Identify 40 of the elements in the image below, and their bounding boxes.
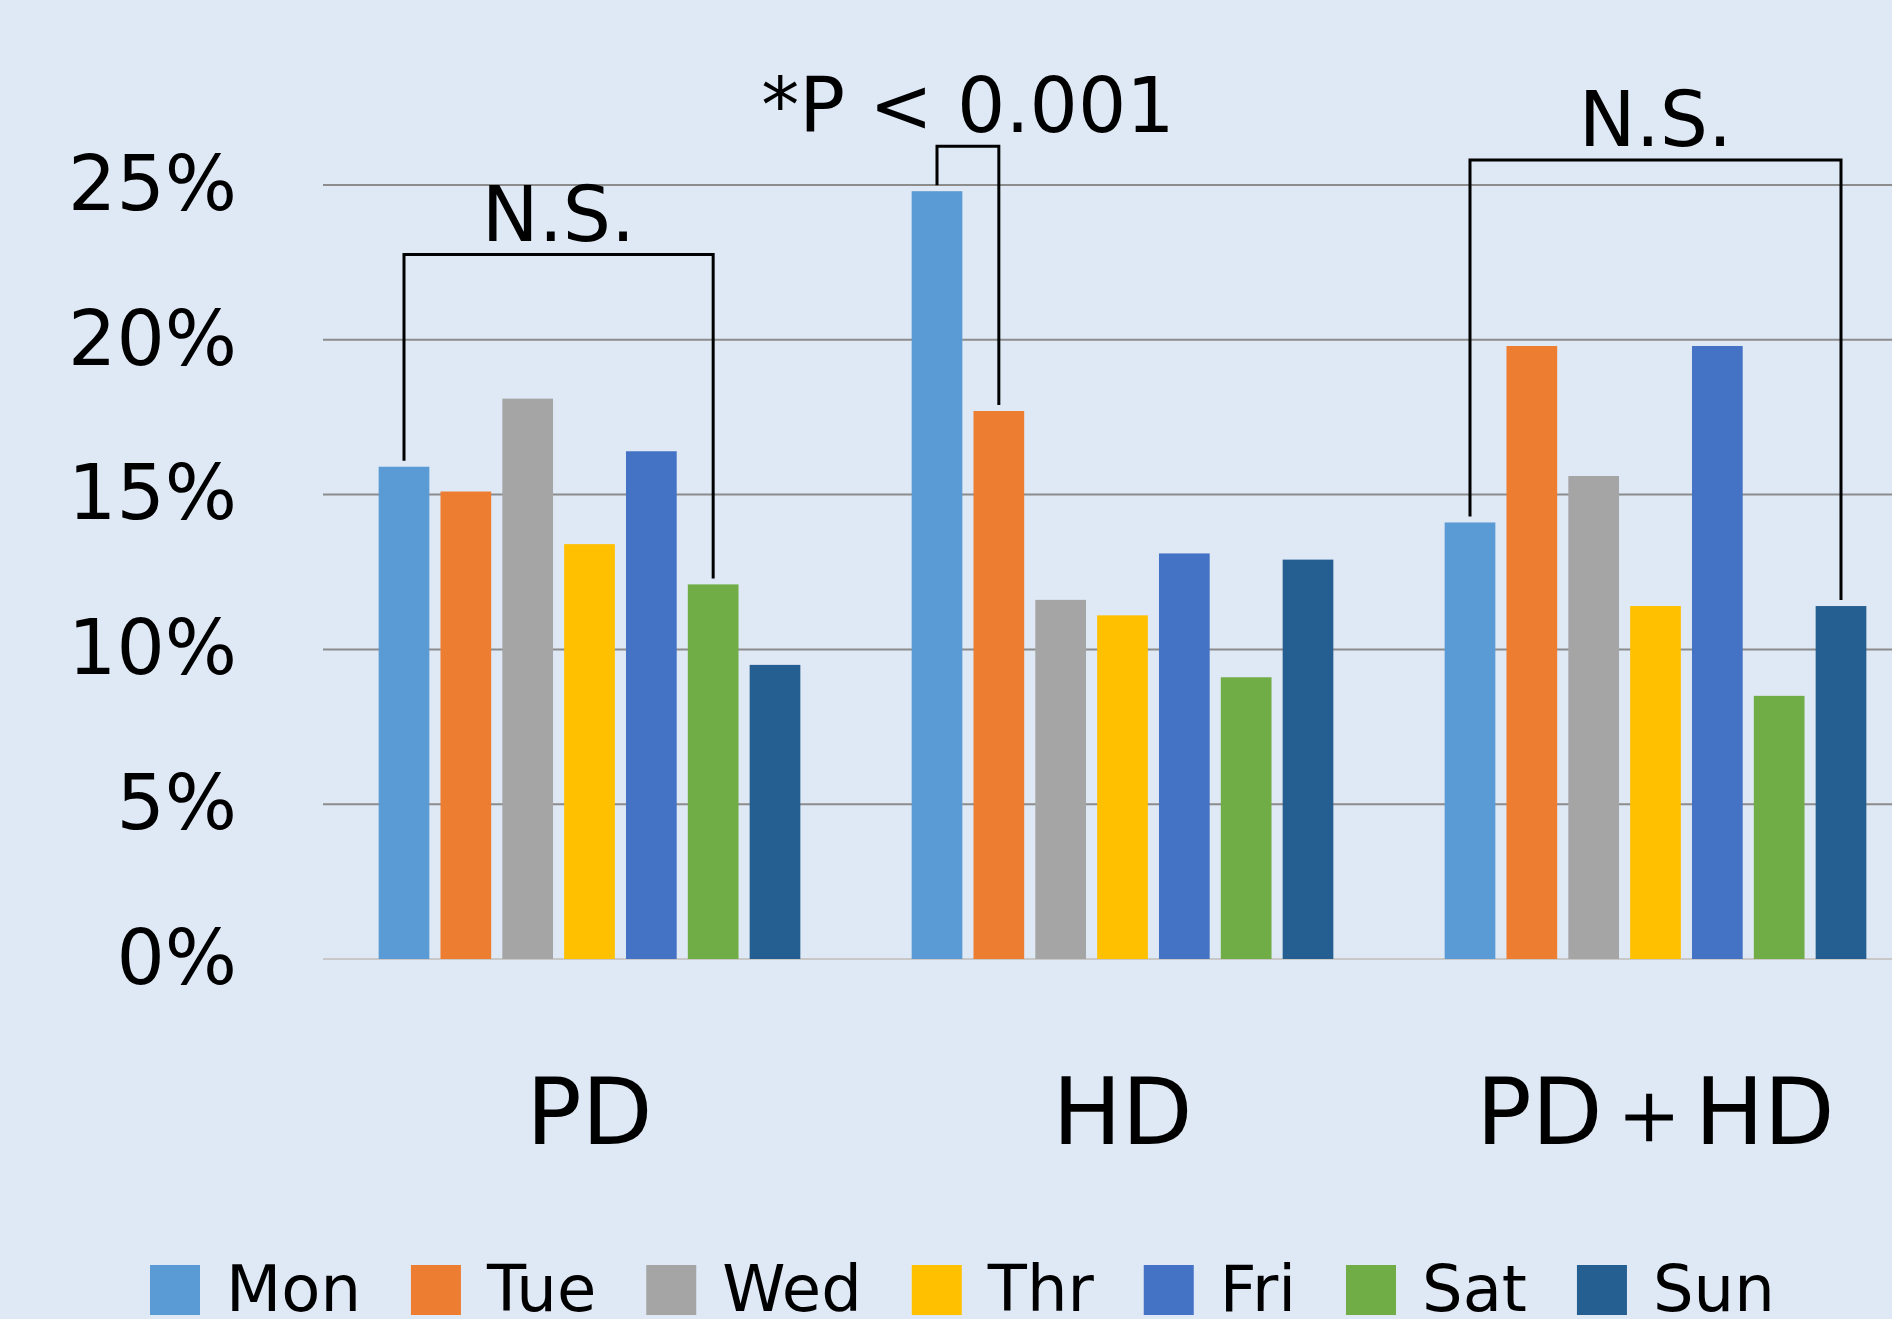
bar bbox=[687, 584, 739, 959]
legend-label: Tue bbox=[485, 1252, 597, 1319]
text: *P < 0.001 bbox=[761, 61, 1175, 151]
legend-label: Sun bbox=[1652, 1252, 1775, 1319]
bar bbox=[502, 398, 554, 959]
y-tick-label: 25% bbox=[68, 138, 237, 228]
bar bbox=[1568, 476, 1620, 959]
bar bbox=[1815, 606, 1867, 959]
bar bbox=[911, 191, 963, 959]
bar bbox=[440, 491, 492, 959]
bar bbox=[1630, 606, 1681, 959]
bar bbox=[564, 544, 615, 959]
legend-label: Sat bbox=[1422, 1252, 1527, 1319]
bar bbox=[625, 451, 677, 959]
bar bbox=[1035, 599, 1087, 959]
legend-label: Mon bbox=[226, 1252, 361, 1319]
bar bbox=[1691, 345, 1743, 959]
bar bbox=[1282, 559, 1334, 959]
legend-label: Wed bbox=[722, 1252, 862, 1319]
y-tick-label: 0% bbox=[116, 912, 237, 1002]
x-tick-label: HD bbox=[1052, 1059, 1193, 1167]
annotation: N.S. bbox=[481, 169, 636, 259]
y-tick-label: 15% bbox=[68, 448, 237, 538]
bar bbox=[1097, 615, 1148, 959]
bar bbox=[1158, 553, 1210, 959]
bar bbox=[378, 466, 430, 959]
bar bbox=[1753, 695, 1805, 959]
x-tick-label: PD bbox=[526, 1059, 653, 1167]
y-tick-label: 5% bbox=[116, 758, 237, 848]
bar bbox=[973, 411, 1025, 959]
x-tick-label: PD＋HD bbox=[1476, 1059, 1835, 1167]
bar bbox=[1220, 677, 1272, 959]
y-tick-label: 20% bbox=[68, 293, 237, 383]
legend-label: Thr bbox=[986, 1252, 1095, 1319]
bar bbox=[1444, 522, 1496, 959]
bar bbox=[749, 664, 801, 959]
y-tick-label: 10% bbox=[68, 603, 237, 693]
legend-label: Fri bbox=[1219, 1252, 1296, 1319]
bar bbox=[1506, 345, 1558, 959]
text: N.S. bbox=[1578, 74, 1733, 164]
